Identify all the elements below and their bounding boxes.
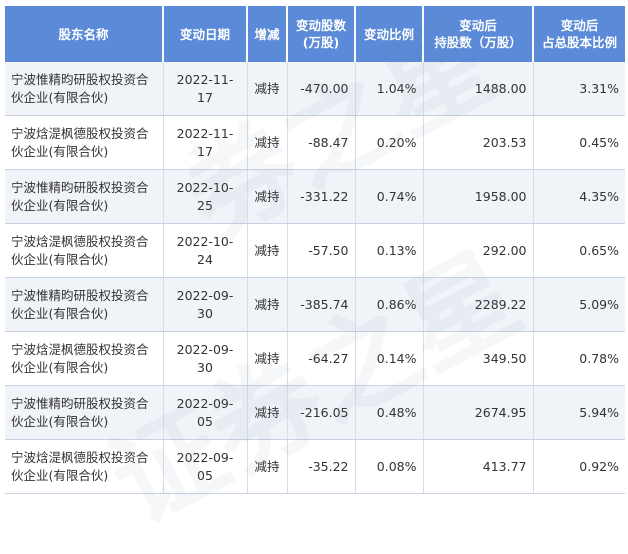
cell-shareholder-name: 宁波焓湜枫德股权投资合伙企业(有限合伙) [5,331,164,386]
header-after-shares: 变动后 持股数（万股） [423,6,534,62]
page: 股东名称 变动日期 增减 变动股数 (万股) 变动比例 变动后 持股数（万股） 变动后 占总… [5,6,625,494]
cell-direction: 减持 [247,277,288,332]
cell-direction: 减持 [247,115,288,170]
header-direction: 增减 [247,6,288,62]
table-row: 宁波惟精昀研股权投资合伙企业(有限合伙) 2022-11-17 减持 -470.00 1… [5,62,625,116]
table-row: 宁波焓湜枫德股权投资合伙企业(有限合伙) 2022-11-17 减持 -88.47 0.… [5,115,625,170]
cell-direction: 减持 [247,331,288,386]
cell-direction: 减持 [247,439,288,494]
cell-change-date: 2022-10-25 [163,169,248,224]
header-change-shares: 变动股数 (万股) [287,6,356,62]
cell-after-shares: 413.77 [423,439,534,494]
cell-after-shares: 1958.00 [423,169,534,224]
cell-change-ratio: 0.74% [355,169,424,224]
header-change-ratio: 变动比例 [355,6,424,62]
cell-after-pct: 3.31% [533,62,625,116]
cell-after-pct: 0.92% [533,439,625,494]
cell-change-ratio: 0.48% [355,385,424,440]
cell-change-shares: -64.27 [287,331,356,386]
table-header: 股东名称 变动日期 增减 变动股数 (万股) 变动比例 变动后 持股数（万股） 变动后 占总… [5,6,625,62]
cell-after-shares: 2674.95 [423,385,534,440]
cell-change-ratio: 1.04% [355,62,424,116]
cell-direction: 减持 [247,169,288,224]
cell-change-shares: -216.05 [287,385,356,440]
cell-after-shares: 203.53 [423,115,534,170]
cell-change-ratio: 0.08% [355,439,424,494]
cell-change-date: 2022-11-17 [163,62,248,116]
table-row: 宁波惟精昀研股权投资合伙企业(有限合伙) 2022-09-05 减持 -216.05 0… [5,385,625,440]
header-shareholder-name: 股东名称 [5,6,164,62]
header-after-pct: 变动后 占总股本比例 [533,6,625,62]
cell-change-ratio: 0.20% [355,115,424,170]
cell-shareholder-name: 宁波惟精昀研股权投资合伙企业(有限合伙) [5,169,164,224]
table-row: 宁波焓湜枫德股权投资合伙企业(有限合伙) 2022-09-05 减持 -35.22 0.… [5,439,625,494]
cell-change-date: 2022-09-30 [163,331,248,386]
cell-shareholder-name: 宁波惟精昀研股权投资合伙企业(有限合伙) [5,385,164,440]
cell-shareholder-name: 宁波焓湜枫德股权投资合伙企业(有限合伙) [5,223,164,278]
cell-shareholder-name: 宁波惟精昀研股权投资合伙企业(有限合伙) [5,62,164,116]
cell-direction: 减持 [247,62,288,116]
cell-shareholder-name: 宁波焓湜枫德股权投资合伙企业(有限合伙) [5,115,164,170]
table-row: 宁波惟精昀研股权投资合伙企业(有限合伙) 2022-09-30 减持 -385.74 0… [5,277,625,332]
header-change-date: 变动日期 [163,6,248,62]
cell-after-pct: 0.78% [533,331,625,386]
cell-change-shares: -470.00 [287,62,356,116]
cell-after-shares: 1488.00 [423,62,534,116]
cell-after-shares: 349.50 [423,331,534,386]
cell-change-shares: -385.74 [287,277,356,332]
cell-change-shares: -57.50 [287,223,356,278]
cell-shareholder-name: 宁波焓湜枫德股权投资合伙企业(有限合伙) [5,439,164,494]
cell-after-pct: 5.09% [533,277,625,332]
table-body: 宁波惟精昀研股权投资合伙企业(有限合伙) 2022-11-17 减持 -470.00 1… [5,62,625,494]
cell-after-pct: 5.94% [533,385,625,440]
cell-after-pct: 0.45% [533,115,625,170]
header-row: 股东名称 变动日期 增减 变动股数 (万股) 变动比例 变动后 持股数（万股） 变动后 占总… [5,6,625,62]
table-row: 宁波焓湜枫德股权投资合伙企业(有限合伙) 2022-10-24 减持 -57.50 0.… [5,223,625,278]
cell-change-ratio: 0.13% [355,223,424,278]
table-row: 宁波惟精昀研股权投资合伙企业(有限合伙) 2022-10-25 减持 -331.22 0… [5,169,625,224]
cell-direction: 减持 [247,385,288,440]
cell-change-date: 2022-09-30 [163,277,248,332]
cell-after-pct: 0.65% [533,223,625,278]
cell-after-shares: 2289.22 [423,277,534,332]
cell-change-shares: -88.47 [287,115,356,170]
cell-change-shares: -35.22 [287,439,356,494]
cell-shareholder-name: 宁波惟精昀研股权投资合伙企业(有限合伙) [5,277,164,332]
cell-direction: 减持 [247,223,288,278]
cell-change-shares: -331.22 [287,169,356,224]
cell-change-ratio: 0.86% [355,277,424,332]
cell-after-pct: 4.35% [533,169,625,224]
cell-change-date: 2022-09-05 [163,385,248,440]
cell-change-date: 2022-09-05 [163,439,248,494]
table-row: 宁波焓湜枫德股权投资合伙企业(有限合伙) 2022-09-30 减持 -64.27 0.… [5,331,625,386]
cell-change-ratio: 0.14% [355,331,424,386]
cell-after-shares: 292.00 [423,223,534,278]
cell-change-date: 2022-11-17 [163,115,248,170]
shareholder-change-table: 股东名称 变动日期 增减 变动股数 (万股) 变动比例 变动后 持股数（万股） 变动后 占总… [5,6,625,494]
cell-change-date: 2022-10-24 [163,223,248,278]
